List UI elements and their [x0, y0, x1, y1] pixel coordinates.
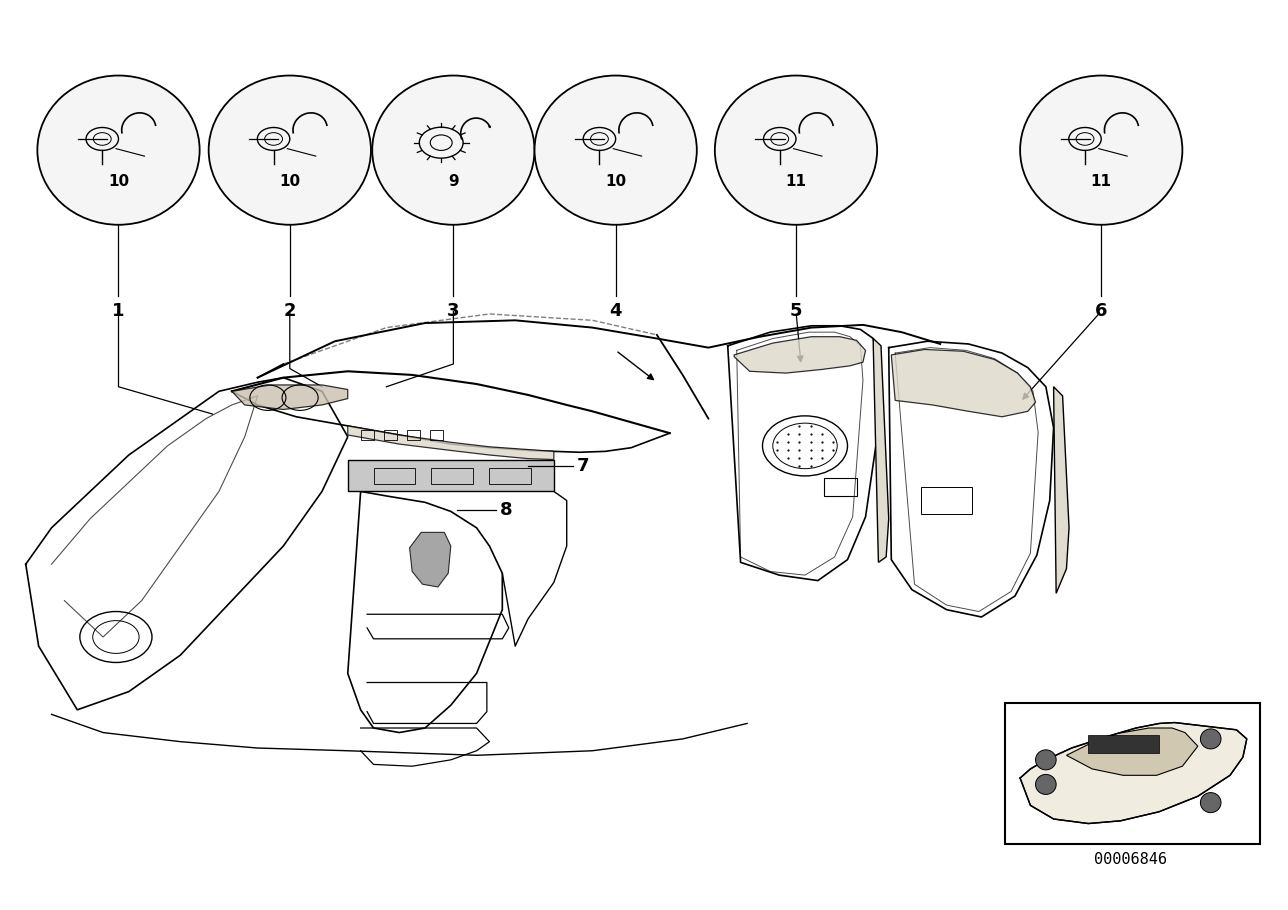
Text: 9: 9: [448, 174, 459, 189]
Polygon shape: [348, 460, 554, 491]
Ellipse shape: [1036, 750, 1056, 770]
Polygon shape: [1066, 728, 1198, 775]
Ellipse shape: [535, 76, 697, 225]
Ellipse shape: [209, 76, 371, 225]
Bar: [384, 430, 397, 440]
Text: 3: 3: [447, 302, 460, 320]
Ellipse shape: [1020, 76, 1182, 225]
Bar: [374, 468, 415, 484]
Polygon shape: [1054, 387, 1069, 593]
Text: 6: 6: [1095, 302, 1108, 320]
Bar: [824, 478, 857, 496]
Ellipse shape: [372, 76, 535, 225]
Polygon shape: [873, 339, 889, 562]
Text: 10: 10: [108, 174, 129, 189]
Polygon shape: [232, 385, 348, 410]
Bar: [921, 487, 972, 514]
Text: 11: 11: [786, 174, 806, 189]
Bar: [1088, 735, 1159, 753]
Text: 10: 10: [279, 174, 300, 189]
Text: 2: 2: [283, 302, 296, 320]
Polygon shape: [734, 337, 866, 373]
Text: 1: 1: [112, 302, 125, 320]
Polygon shape: [1020, 723, 1247, 824]
Ellipse shape: [37, 76, 200, 225]
Ellipse shape: [1036, 774, 1056, 794]
Polygon shape: [891, 349, 1036, 417]
Text: 11: 11: [1091, 174, 1112, 189]
Bar: [407, 430, 420, 440]
Polygon shape: [410, 532, 451, 587]
Text: 10: 10: [605, 174, 626, 189]
Text: 00006846: 00006846: [1095, 853, 1167, 867]
Ellipse shape: [1200, 729, 1221, 749]
Bar: [489, 468, 531, 484]
Text: 8: 8: [500, 501, 513, 519]
Bar: [431, 468, 473, 484]
Bar: [361, 430, 374, 440]
Text: 4: 4: [609, 302, 622, 320]
Ellipse shape: [715, 76, 877, 225]
Bar: [430, 430, 443, 440]
Ellipse shape: [1200, 793, 1221, 813]
Bar: [1005, 703, 1260, 844]
Text: 5: 5: [790, 302, 802, 320]
Text: 7: 7: [577, 457, 590, 475]
Polygon shape: [348, 426, 554, 460]
